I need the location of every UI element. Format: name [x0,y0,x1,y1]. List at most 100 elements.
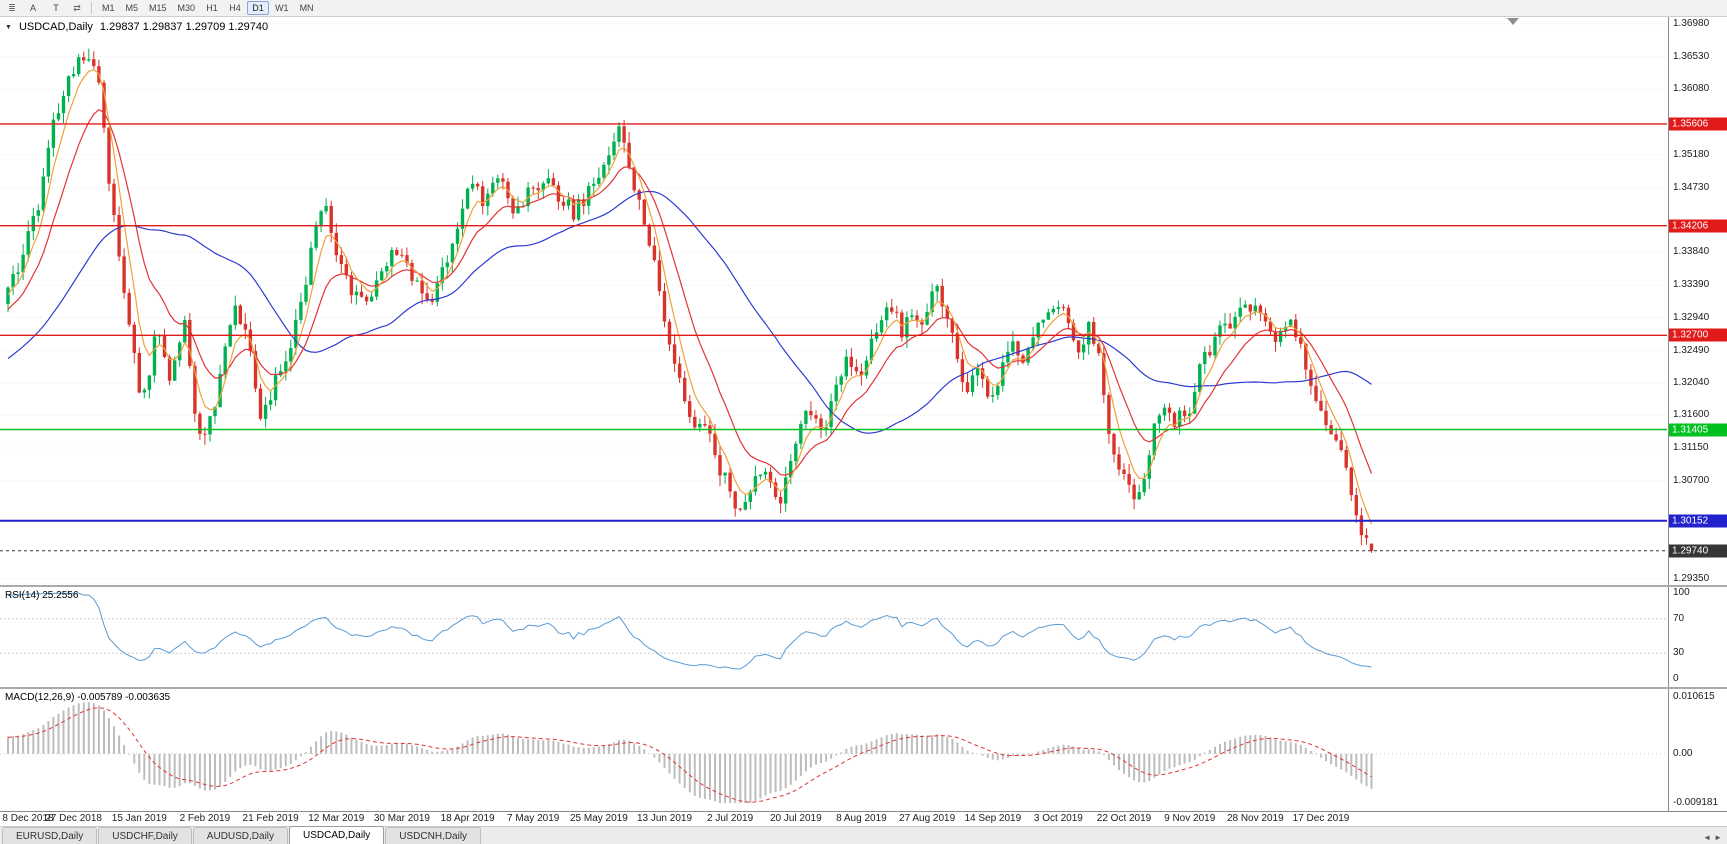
rsi-tick-label: 70 [1673,612,1685,624]
price-tick-label: 1.34730 [1673,181,1710,193]
price-tick-label: 1.30700 [1673,474,1710,486]
symbol-tab-usdcnh[interactable]: USDCNH,Daily [385,827,482,844]
date-tick-label: 7 May 2019 [507,813,560,824]
chart-header: ▼ USDCAD,Daily 1.29837 1.29837 1.29709 1… [5,21,268,33]
price-tick-label: 1.33390 [1673,279,1710,291]
date-tick-label: 27 Dec 2018 [45,813,102,824]
chart-window-icon[interactable]: ≣ [8,2,16,13]
chart-shift-marker[interactable] [1507,18,1519,25]
rsi-header: RSI(14) 25.2556 [5,590,79,601]
chart-shift-arrows-icon[interactable]: ⇄ [73,2,81,13]
timeframe-button-m1[interactable]: M1 [102,3,115,13]
rsi-tick-label: 30 [1673,647,1685,659]
rsi-axis[interactable]: 100 70 30 0 [1668,587,1727,687]
ma-slow-line [7,190,1372,434]
timeframe-button-m15[interactable]: M15 [149,3,167,13]
rsi-plot[interactable] [0,587,1667,687]
date-tick-label: 8 Aug 2019 [836,813,887,824]
toolbar-separator [91,2,92,14]
rsi-tick-label: 0 [1673,673,1679,684]
date-tick-label: 25 May 2019 [569,813,628,824]
macd-tick-label: 0.00 [1673,747,1693,759]
panel-divider[interactable] [0,585,1727,587]
price-tick-label: 1.31150 [1673,442,1709,454]
tab-scroll-left-icon[interactable]: ◄ [1703,833,1712,842]
date-axis[interactable]: 8 Dec 2018 27 Dec 2018 15 Jan 2019 2 Feb 20… [0,811,1727,826]
date-tick-label: 13 Jun 2019 [636,813,693,824]
horizontal-level-lines[interactable] [0,123,1667,552]
date-tick-label: 9 Nov 2019 [1164,813,1216,824]
ma-fast-line [7,68,1373,525]
date-tick-label: 12 Mar 2019 [308,813,365,824]
chart-ohlc-values: 1.29837 1.29837 1.29709 1.29740 [99,21,269,33]
date-tick-label: 14 Sep 2019 [964,813,1022,824]
price-tick-label: 1.31600 [1673,409,1710,421]
timeframe-button-w1[interactable]: W1 [275,3,289,13]
symbol-tab-usdcad[interactable]: USDCAD,Daily [289,826,385,844]
date-tick-label: 17 Dec 2019 [1292,813,1350,824]
macd-signal-line [7,707,1372,803]
annotate-t-button[interactable]: T [53,3,59,13]
price-tick-label: 1.32490 [1673,344,1710,356]
timeframe-button-d1[interactable]: D1 [247,1,270,15]
price-tick-label: 1.36080 [1673,83,1710,95]
ma-medium-line [7,108,1373,476]
macd-header: MACD(12,26,9) -0.005789 -0.003635 [5,692,171,703]
rsi-panel[interactable]: RSI(14) 25.2556 100 70 30 0 [0,587,1727,687]
price-tick-label: 1.29350 [1673,573,1710,584]
date-tick-label: 2 Jul 2019 [707,813,754,824]
price-level-badge: 1.35606 [1669,117,1727,131]
price-gridlines [0,23,1667,580]
main-chart-panel[interactable]: ▼ USDCAD,Daily 1.29837 1.29837 1.29709 1… [0,17,1727,585]
price-level-badge: 1.29740 [1669,544,1727,558]
timeframe-button-m5[interactable]: M5 [125,3,139,13]
date-tick-label: 18 Apr 2019 [440,813,495,824]
price-tick-label: 1.36530 [1673,50,1710,62]
rsi-level-lines [0,618,1667,654]
annotate-a-button[interactable]: A [29,3,36,13]
rsi-tick-label: 100 [1673,587,1690,598]
timeframe-button-h1[interactable]: H1 [206,3,218,13]
date-tick-label: 20 Jul 2019 [769,813,822,824]
chart-tab-bar: EURUSD,Daily USDCHF,Daily AUDUSD,Daily USDC… [0,826,1727,844]
macd-tick-label: -0.009181 [1673,797,1719,808]
symbol-tab-list: EURUSD,Daily USDCHF,Daily AUDUSD,Daily USDC… [2,826,482,844]
panel-divider[interactable] [0,687,1727,689]
date-tick-label: 2 Feb 2019 [179,813,231,824]
date-tick-label: 8 Dec 2018 [2,813,54,824]
price-level-badge: 1.30152 [1669,514,1727,528]
date-tick-label: 15 Jan 2019 [111,813,167,824]
price-level-badge: 1.34206 [1669,219,1727,233]
price-tick-label: 1.32040 [1673,377,1710,389]
macd-panel[interactable]: MACD(12,26,9) -0.005789 -0.003635 0.0106… [0,689,1727,811]
timeframe-button-m30[interactable]: M30 [177,3,196,13]
chart-symbol-label: USDCAD,Daily [18,21,93,33]
price-level-badge: 1.31405 [1669,423,1727,436]
price-axis[interactable]: 1.36980 1.36530 1.36080 1.35180 1.34730 1.338… [1668,17,1727,585]
collapse-caret-icon[interactable]: ▼ [5,23,12,31]
chart-toolbar: ≣ A T ⇄ M1 M5 M15 M30 H1 H4 D1 W1 MN [0,0,1727,17]
macd-axis[interactable]: 0.010615 0.00 -0.009181 [1668,689,1727,811]
date-tick-label: 3 Oct 2019 [1033,813,1083,824]
timeframe-button-mn[interactable]: MN [299,3,314,13]
tab-scroll-right-icon[interactable]: ► [1714,833,1722,842]
timeframe-button-h4[interactable]: H4 [229,3,241,13]
macd-plot[interactable] [0,689,1667,811]
symbol-tab-eurusd[interactable]: EURUSD,Daily [2,827,98,844]
rsi-line [7,592,1372,670]
price-tick-label: 1.35180 [1673,148,1710,160]
price-level-badge: 1.32700 [1669,328,1727,342]
tab-scroll-controls: ◄ ► [1703,833,1727,844]
symbol-tab-usdchf[interactable]: USDCHF,Daily [98,827,192,844]
macd-tick-label: 0.010615 [1673,691,1715,702]
symbol-tab-audusd[interactable]: AUDUSD,Daily [192,827,289,844]
date-tick-label: 21 Feb 2019 [242,813,299,824]
date-tick-label: 28 Nov 2019 [1226,813,1284,824]
price-tick-label: 1.33840 [1673,246,1710,258]
price-tick-label: 1.36980 [1673,17,1710,29]
date-tick-label: 27 Aug 2019 [899,813,956,824]
price-tick-label: 1.32940 [1673,311,1710,323]
candlestick-chart[interactable] [0,17,1667,585]
timeframe-buttons: M1 M5 M15 M30 H1 H4 D1 W1 MN [97,1,319,15]
